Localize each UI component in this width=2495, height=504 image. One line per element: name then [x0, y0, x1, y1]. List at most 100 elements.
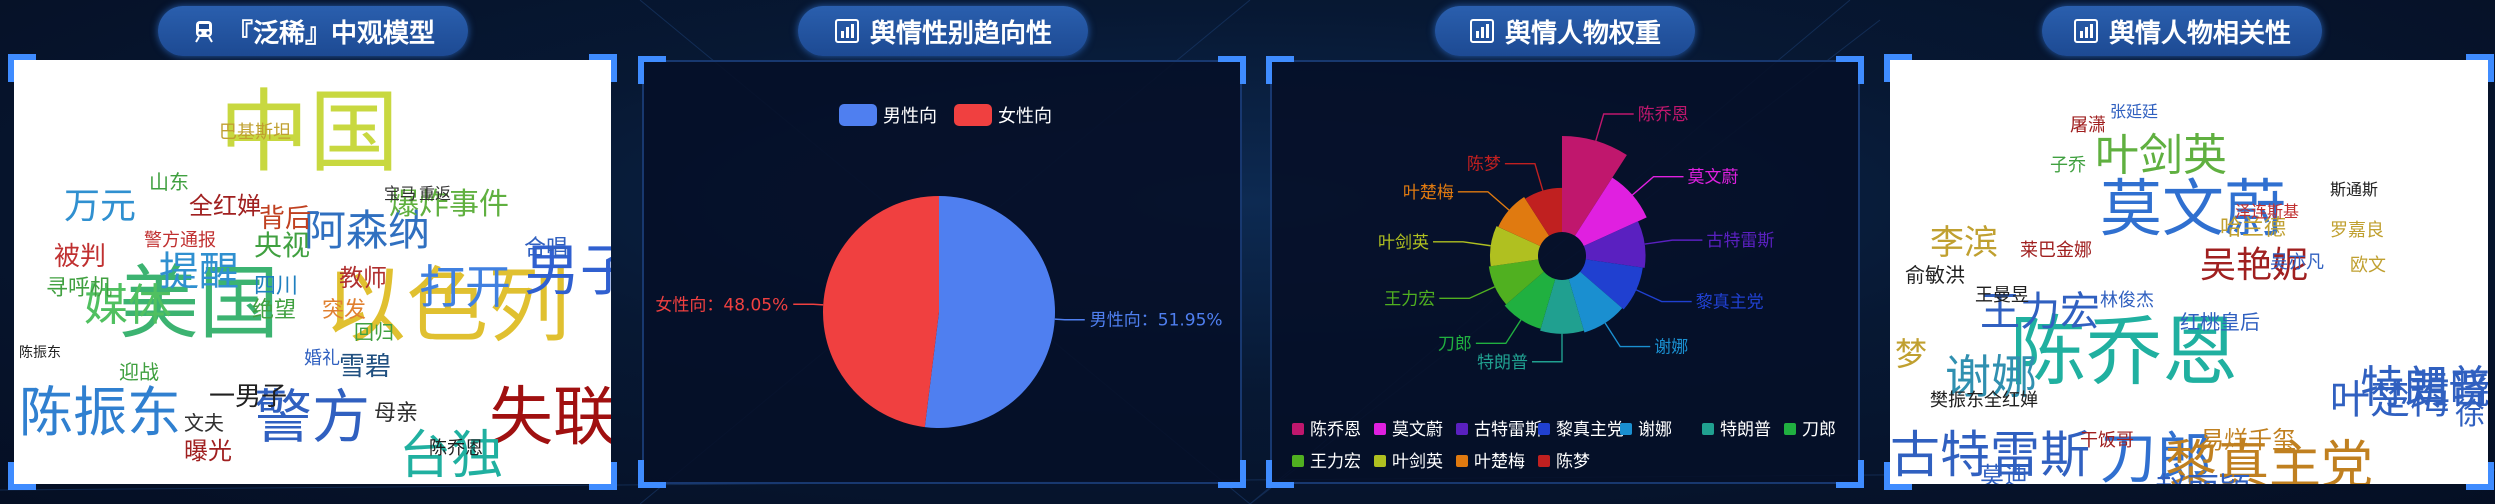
rose-sector[interactable]: [1504, 271, 1556, 329]
rose-label-line: [1457, 191, 1510, 211]
rose-sector[interactable]: [1540, 279, 1584, 334]
cloud-word: 罗嘉良: [2330, 220, 2384, 241]
rose-label-line: [1433, 241, 1491, 247]
rose-sector[interactable]: [1498, 197, 1550, 247]
cloud-word: 叶剑英: [2095, 130, 2227, 181]
legend-swatch[interactable]: [1538, 423, 1550, 435]
cloud-word: 母亲: [374, 401, 419, 426]
cloud-word: 宝马: [384, 184, 417, 203]
pie-label-line: [1054, 318, 1085, 321]
panel-title: 舆情人物相关性: [2108, 18, 2291, 49]
legend-swatch[interactable]: [1374, 455, 1386, 467]
rose-label-line: [1475, 319, 1522, 345]
pie-label-line: [793, 303, 824, 306]
cloud-word: 突发: [322, 298, 367, 323]
frame-corner: [1266, 460, 1294, 488]
rose-sector[interactable]: [1568, 271, 1623, 333]
frame-corner: [1836, 460, 1864, 488]
cloud-word: 莫迪: [1980, 462, 2028, 484]
legend-swatch[interactable]: [1374, 423, 1386, 435]
legend-swatch[interactable]: [954, 104, 992, 126]
wordcloud: 美国 以色列 中国 失联 警方 台独 男子 打开 阿森纳 提醒 媒体 万元 陈振东 爆炸事件 全红婵 背后 被判…: [14, 60, 611, 484]
cloud-word: 泽连斯基: [2235, 202, 2300, 221]
legend-swatch[interactable]: [1620, 423, 1632, 435]
legend-label[interactable]: 叶剑英: [1392, 452, 1443, 472]
cloud-word: 以色列: [324, 259, 571, 354]
gender-chart-frame: 男性向 女性向 男性向：51.95% 女性向：48.05%: [638, 56, 1246, 488]
pie-slice[interactable]: [823, 196, 939, 428]
cloud-word: 黎真主党: [2165, 436, 2374, 484]
cloud-word: 合唱: [524, 236, 569, 261]
cloud-word: 红桃皇后: [2180, 310, 2260, 334]
legend-label[interactable]: 叶楚梅: [1474, 452, 1525, 472]
cloud-word: 张延廷: [2110, 102, 2159, 121]
rose-label-line: [1635, 289, 1692, 303]
rose-label-line: [1631, 175, 1684, 196]
pie-slice[interactable]: [924, 196, 1056, 429]
legend-label[interactable]: 古特雷斯: [1474, 420, 1542, 440]
panel-gender-tendency: 舆情性别趋向性 男性向 女性向 男性向：51.95% 女性向：48.05%: [630, 0, 1255, 504]
cloud-word: 子乔: [2050, 155, 2086, 176]
rose-sector[interactable]: [1583, 221, 1646, 268]
legend-swatch[interactable]: [1784, 423, 1796, 435]
rose-data-label: 陈乔恩: [1638, 105, 1689, 125]
rose-sector[interactable]: [1525, 187, 1562, 236]
frame-corner: [8, 54, 36, 82]
legend-swatch[interactable]: [1702, 423, 1714, 435]
rose-sector[interactable]: [1580, 259, 1643, 310]
rose-sector[interactable]: [1488, 259, 1544, 305]
panel-title-pill: 『泛稀』中观模型: [158, 6, 468, 56]
frame-corner: [1266, 56, 1294, 84]
cloud-word: 黄晓明: [2410, 367, 2488, 413]
rose-sector[interactable]: [1490, 226, 1541, 267]
cloud-word: 男子: [524, 239, 611, 304]
legend-swatch[interactable]: [1456, 423, 1468, 435]
frame-corner: [589, 54, 617, 82]
rose-label-line: [1504, 163, 1544, 191]
frame-corner: [8, 462, 36, 490]
cloud-word: 媒体: [84, 280, 172, 331]
legend-label[interactable]: 黎真主党: [1556, 420, 1624, 440]
panel-person-correlation: 舆情人物相关性 陈乔恩 莫文蔚 古特雷斯 刀郎 黎真主党 叶剑英 王力宏 谢娜 吴艳妮 叶楚梅 特朗…: [1880, 0, 2495, 504]
cloud-word: 梦: [1895, 335, 1928, 373]
cloud-word: 中国: [219, 80, 399, 185]
weight-chart-frame: 陈乔恩 莫文蔚 古特雷斯 黎真主党 谢娜 特朗普 刀郎 王力宏 叶剑英 叶楚梅 陈梦 陈乔恩 莫文蔚 古特…: [1266, 56, 1864, 488]
panel-person-weight: 舆情人物权重 陈乔恩 莫文蔚 古特雷斯 黎真主党 谢娜 特朗普 刀郎 王力宏 叶剑英 叶楚梅 陈梦陈…: [1260, 0, 1870, 504]
legend-label[interactable]: 男性向: [883, 106, 937, 127]
cloud-word: 叶楚梅: [2330, 377, 2450, 423]
legend-swatch[interactable]: [839, 104, 877, 126]
cloud-word: 莱巴金娜: [2020, 240, 2092, 261]
legend-label[interactable]: 王力宏: [1310, 452, 1361, 472]
panel-title-pill: 舆情性别趋向性: [798, 6, 1088, 56]
legend-label[interactable]: 女性向: [998, 106, 1052, 127]
cloud-word: 陈振东: [19, 381, 181, 444]
legend-label[interactable]: 陈梦: [1556, 452, 1590, 472]
legend-swatch[interactable]: [1292, 423, 1304, 435]
legend-label[interactable]: 陈乔恩: [1310, 420, 1361, 440]
cloud-word: 打开: [419, 260, 511, 314]
legend-label[interactable]: 特朗普: [1720, 420, 1771, 440]
panel-title: 舆情性别趋向性: [869, 18, 1052, 49]
cloud-word: 一男子: [209, 382, 288, 412]
rose-data-label: 叶楚梅: [1403, 183, 1454, 203]
cloud-word: 陈乔恩: [2010, 307, 2238, 396]
cloud-word: 被判: [54, 242, 107, 272]
legend-label[interactable]: 谢娜: [1638, 420, 1672, 440]
legend-label[interactable]: 刀郎: [1802, 420, 1836, 440]
cloud-word: 特朗普: [2360, 362, 2488, 413]
rose-label-line: [1439, 286, 1496, 300]
cloud-word: 陈乔恩: [429, 438, 483, 459]
legend-swatch[interactable]: [1292, 455, 1304, 467]
cloud-word: 曝光: [184, 437, 232, 465]
panel-title-pill: 舆情人物权重: [1435, 6, 1695, 56]
cloud-word: 吴亦凡: [2270, 252, 2324, 273]
rose-sector[interactable]: [1562, 136, 1627, 236]
legend-swatch[interactable]: [1538, 455, 1550, 467]
cloud-word: 回归: [354, 320, 394, 344]
cloud-word: 央视: [254, 229, 311, 262]
rose-sector[interactable]: [1574, 177, 1647, 247]
frame-corner: [638, 56, 666, 84]
train-icon: [195, 21, 213, 43]
legend-swatch[interactable]: [1456, 455, 1468, 467]
legend-label[interactable]: 莫文蔚: [1392, 420, 1443, 440]
